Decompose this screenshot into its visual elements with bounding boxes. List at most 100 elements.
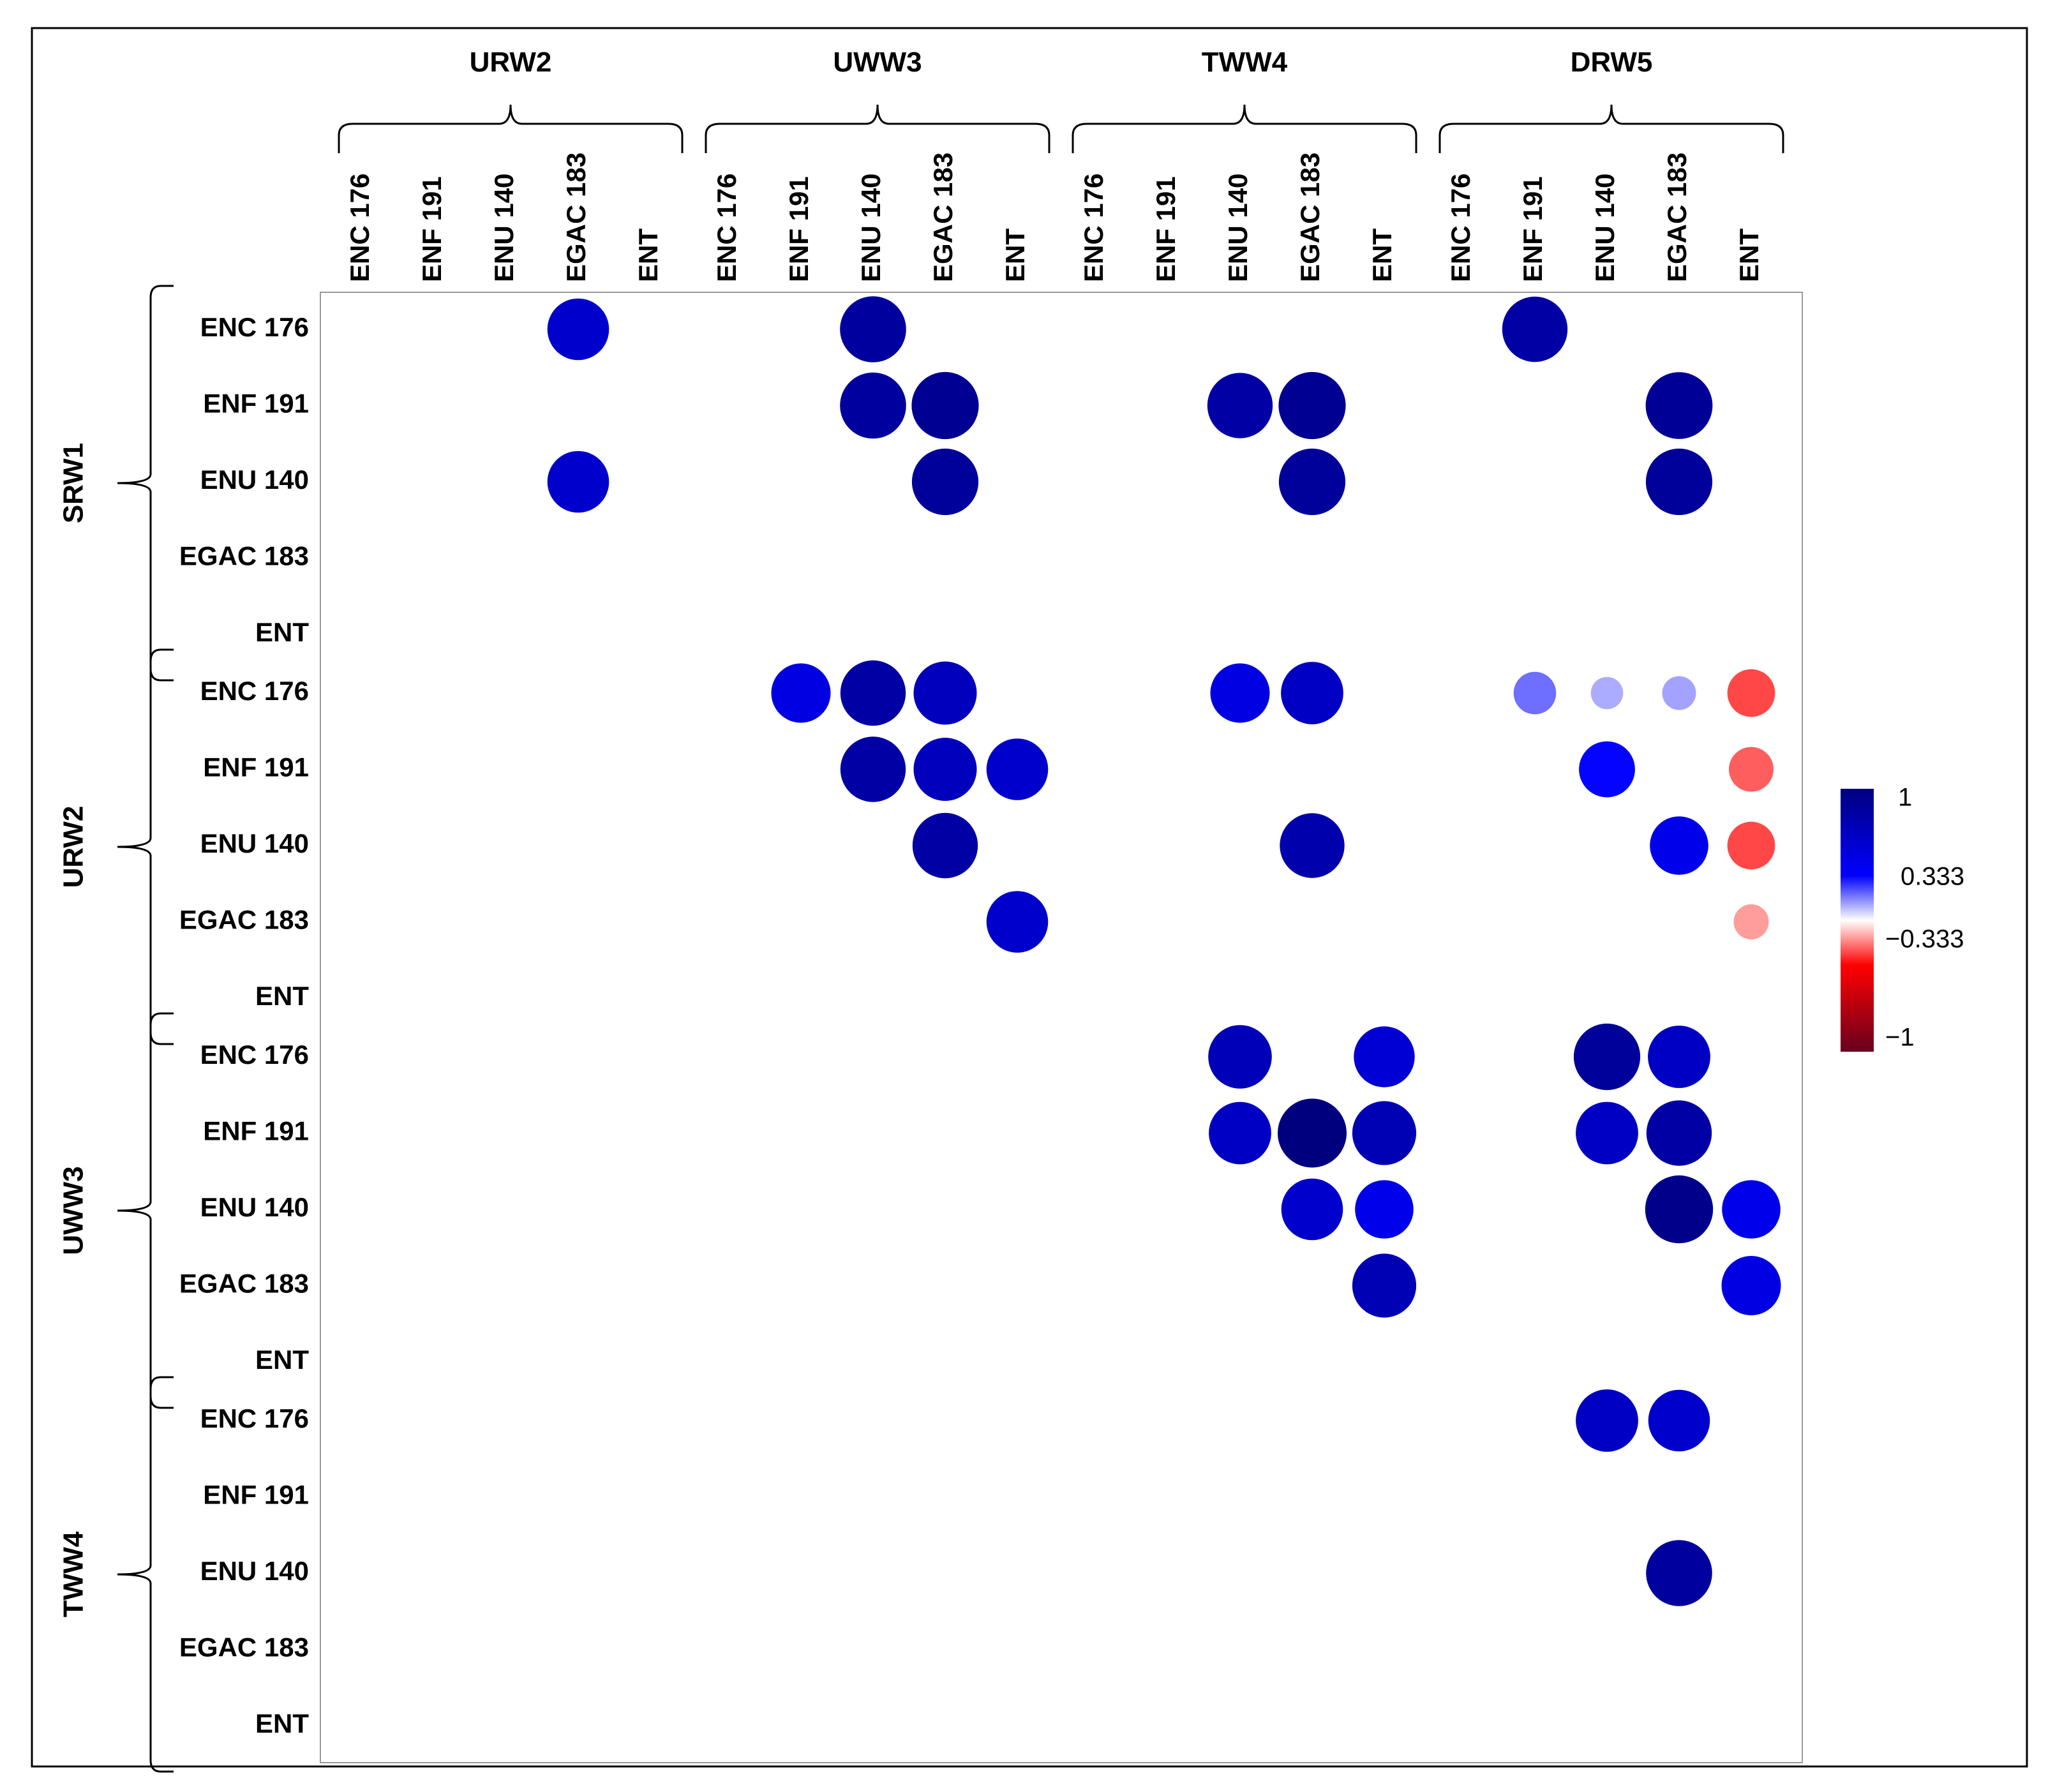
row-label-srw1-egac-183: EGAC 183 — [179, 541, 309, 571]
cell-uww3-enu-140-x-drw5-egac-183 — [1645, 1175, 1714, 1244]
row-label-srw1-ent: ENT — [255, 617, 309, 647]
col-group-label-uww3: UWW3 — [833, 47, 922, 78]
col-label-tww4-enu-140: ENU 140 — [1223, 174, 1253, 282]
cell-uww3-enu-140-x-tww4-egac-183 — [1281, 1178, 1343, 1241]
cell-srw1-enc-176-x-uww3-enu-140 — [840, 296, 906, 362]
row-group-labels: SRW1 URW2 UWW3 TWW4 — [58, 443, 89, 1617]
col-group-label-drw5: DRW5 — [1571, 47, 1653, 78]
row-label-uww3-enu-140: ENU 140 — [200, 1192, 309, 1222]
col-label-uww3-egac-183: EGAC 183 — [928, 153, 958, 282]
row-group-label-urw2: URW2 — [58, 806, 89, 888]
cell-urw2-enu-140-x-uww3-egac-183 — [912, 812, 978, 879]
cell-srw1-enu-140-x-drw5-egac-183 — [1645, 448, 1713, 516]
cell-urw2-enf-191-x-uww3-enu-140 — [840, 736, 906, 802]
row-group-label-tww4: TWW4 — [58, 1531, 89, 1617]
cell-urw2-egac-183-x-uww3-ent — [986, 891, 1049, 953]
row-label-tww4-enu-140: ENU 140 — [200, 1556, 309, 1586]
cell-srw1-enf-191-x-uww3-egac-183 — [911, 371, 979, 440]
cell-tww4-enu-140-x-drw5-egac-183 — [1646, 1540, 1712, 1606]
cell-urw2-enf-191-x-uww3-ent — [986, 738, 1049, 800]
cell-srw1-enf-191-x-uww3-enu-140 — [840, 372, 906, 439]
column-labels: ENC 176 ENF 191 ENU 140 EGAC 183 ENT ENC 176 E… — [345, 153, 1764, 282]
cell-urw2-enu-140-x-drw5-egac-183 — [1650, 816, 1708, 875]
row-label-srw1-enf-191: ENF 191 — [203, 389, 309, 419]
cell-srw1-enc-176-x-urw2-egac-183 — [547, 298, 609, 361]
row-group-brace-uww3 — [117, 1012, 174, 1409]
row-label-tww4-egac-183: EGAC 183 — [179, 1632, 309, 1662]
row-label-uww3-ent: ENT — [255, 1345, 309, 1375]
col-label-urw2-enc-176: ENC 176 — [345, 174, 375, 282]
cell-urw2-enc-176-x-uww3-enf-191 — [771, 663, 831, 723]
cell-urw2-enc-176-x-drw5-enu-140 — [1590, 676, 1624, 710]
colorbar-ticks: 1 0.333 −0.333 −1 — [1885, 784, 1964, 1052]
row-label-uww3-enc-176: ENC 176 — [200, 1040, 309, 1070]
colorbar-tick-0: 1 — [1898, 784, 1912, 812]
cell-uww3-enu-140-x-tww4-ent — [1355, 1180, 1414, 1239]
cell-uww3-enc-176-x-tww4-enu-140 — [1208, 1025, 1272, 1089]
cell-srw1-enu-140-x-tww4-egac-183 — [1278, 448, 1346, 516]
cell-srw1-enc-176-x-drw5-enf-191 — [1502, 296, 1568, 362]
cell-tww4-enc-176-x-drw5-enu-140 — [1576, 1389, 1638, 1452]
row-label-urw2-enu-140: ENU 140 — [200, 828, 309, 858]
cell-srw1-enu-140-x-urw2-egac-183 — [547, 451, 609, 513]
cell-urw2-enc-176-x-drw5-enf-191 — [1513, 671, 1557, 715]
row-group-label-srw1: SRW1 — [58, 443, 89, 523]
group-braces — [117, 104, 1784, 1773]
row-label-uww3-enf-191: ENF 191 — [203, 1116, 309, 1146]
cell-urw2-enc-176-x-uww3-enu-140 — [840, 660, 906, 726]
row-label-urw2-egac-183: EGAC 183 — [179, 905, 309, 935]
correlation-cells — [547, 296, 1781, 1606]
row-label-tww4-enc-176: ENC 176 — [200, 1403, 309, 1433]
col-label-drw5-egac-183: EGAC 183 — [1662, 153, 1692, 282]
cell-srw1-enf-191-x-drw5-egac-183 — [1645, 372, 1713, 439]
cell-uww3-enc-176-x-drw5-enu-140 — [1573, 1023, 1641, 1091]
cell-urw2-enu-140-x-tww4-egac-183 — [1280, 813, 1345, 878]
cell-uww3-enc-176-x-drw5-egac-183 — [1648, 1026, 1710, 1088]
col-label-uww3-enc-176: ENC 176 — [712, 174, 742, 282]
col-label-drw5-enc-176: ENC 176 — [1446, 174, 1476, 282]
col-label-urw2-egac-183: EGAC 183 — [561, 153, 591, 282]
cell-urw2-enc-176-x-drw5-ent — [1727, 669, 1775, 717]
cell-urw2-enc-176-x-drw5-egac-183 — [1662, 676, 1696, 710]
cell-uww3-enf-191-x-tww4-egac-183 — [1278, 1098, 1347, 1168]
col-label-urw2-enf-191: ENF 191 — [417, 176, 447, 282]
cell-urw2-enu-140-x-drw5-ent — [1727, 821, 1775, 870]
row-group-brace-tww4 — [117, 1376, 174, 1773]
row-labels: ENC 176 ENF 191 ENU 140 EGAC 183 ENT ENC 176 E… — [179, 312, 309, 1738]
row-label-tww4-enf-191: ENF 191 — [203, 1480, 309, 1510]
cell-uww3-enc-176-x-tww4-ent — [1354, 1026, 1415, 1087]
cell-uww3-enu-140-x-drw5-ent — [1722, 1180, 1781, 1239]
col-label-urw2-ent: ENT — [633, 228, 663, 282]
cell-urw2-enc-176-x-tww4-egac-183 — [1281, 662, 1343, 724]
colorbar-tick-2: −0.333 — [1885, 925, 1964, 953]
row-label-urw2-ent: ENT — [255, 981, 309, 1011]
column-group-labels: URW2 UWW3 TWW4 DRW5 — [470, 47, 1653, 78]
cell-uww3-enf-191-x-drw5-egac-183 — [1646, 1100, 1712, 1166]
cell-uww3-enf-191-x-tww4-ent — [1352, 1101, 1417, 1165]
cell-urw2-egac-183-x-drw5-ent — [1733, 904, 1769, 939]
col-label-drw5-ent: ENT — [1734, 228, 1764, 282]
colorbar-tick-3: −1 — [1885, 1024, 1915, 1052]
col-label-tww4-enf-191: ENF 191 — [1151, 176, 1181, 282]
col-group-brace-tww4 — [1072, 104, 1417, 153]
col-label-uww3-enu-140: ENU 140 — [856, 174, 886, 282]
row-label-srw1-enu-140: ENU 140 — [200, 465, 309, 495]
col-group-label-tww4: TWW4 — [1202, 47, 1288, 78]
col-label-drw5-enf-191: ENF 191 — [1518, 176, 1548, 282]
cell-urw2-enc-176-x-tww4-enu-140 — [1210, 663, 1270, 723]
row-label-uww3-egac-183: EGAC 183 — [179, 1269, 309, 1299]
col-label-tww4-ent: ENT — [1367, 228, 1397, 282]
cell-uww3-egac-183-x-drw5-ent — [1721, 1256, 1781, 1315]
col-label-tww4-egac-183: EGAC 183 — [1295, 153, 1325, 282]
plot-area — [320, 292, 1803, 1763]
col-label-uww3-ent: ENT — [1000, 228, 1030, 282]
row-group-brace-urw2 — [117, 648, 174, 1045]
color-legend: 1 0.333 −0.333 −1 — [1841, 784, 1964, 1052]
col-group-brace-uww3 — [705, 104, 1050, 153]
col-label-urw2-enu-140: ENU 140 — [489, 174, 519, 282]
cell-urw2-enf-191-x-uww3-egac-183 — [913, 738, 977, 801]
colorbar-gradient — [1841, 789, 1874, 1052]
row-label-urw2-enc-176: ENC 176 — [200, 676, 309, 706]
